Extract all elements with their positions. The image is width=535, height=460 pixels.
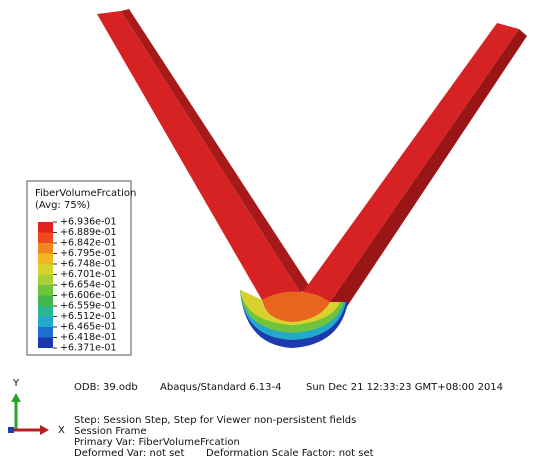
- legend-bands: +6.936e-01+6.889e-01+6.842e-01+6.795e-01…: [38, 217, 117, 354]
- date: Sun Dec 21 12:33:23 GMT+08:00 2014: [306, 382, 503, 393]
- frame: Session Frame: [74, 426, 147, 437]
- page: {"legend": {"title": "FiberVolumeFrcatio…: [0, 0, 535, 460]
- triad: Y X: [8, 378, 65, 436]
- model: [97, 9, 527, 348]
- legend-band: [38, 285, 53, 296]
- legend-level: +6.936e-01: [60, 217, 117, 228]
- legend-band: [38, 306, 53, 317]
- legend-level: +6.748e-01: [60, 259, 117, 270]
- x-arrow-head: [40, 425, 49, 435]
- legend-band: [38, 222, 53, 233]
- scale-factor: Deformation Scale Factor: not set: [206, 448, 374, 459]
- legend-band: [38, 264, 53, 275]
- legend-band: [38, 254, 53, 265]
- triad-y: Y: [12, 378, 20, 389]
- legend-level: +6.371e-01: [60, 343, 117, 354]
- triad-x: X: [58, 425, 65, 436]
- legend-title: FiberVolumeFrcation: [35, 188, 136, 199]
- legend-band: [38, 275, 53, 286]
- primary-var: Primary Var: FiberVolumeFrcation: [74, 437, 240, 448]
- legend-level: +6.465e-01: [60, 322, 117, 333]
- legend-level: +6.701e-01: [60, 269, 117, 280]
- solver: Abaqus/Standard 6.13-4: [160, 382, 282, 393]
- legend-level: +6.606e-01: [60, 290, 117, 301]
- y-arrow-head: [11, 393, 21, 402]
- legend-level: +6.842e-01: [60, 238, 117, 249]
- legend-level: +6.418e-01: [60, 332, 117, 343]
- legend-band: [38, 296, 53, 307]
- info: ODB: 39.odb Abaqus/Standard 6.13-4 Sun D…: [74, 382, 503, 459]
- legend-level: +6.795e-01: [60, 248, 117, 259]
- legend-level: +6.559e-01: [60, 301, 117, 312]
- right-arm: [300, 23, 519, 302]
- legend-level: +6.654e-01: [60, 280, 117, 291]
- legend-band: [38, 243, 53, 254]
- legend-level: +6.889e-01: [60, 227, 117, 238]
- legend-subtitle: (Avg: 75%): [35, 200, 90, 211]
- right-arm-side: [330, 29, 527, 308]
- deformed-var: Deformed Var: not set: [74, 448, 184, 459]
- legend-band: [38, 317, 53, 328]
- step: Step: Session Step, Step for Viewer non-…: [74, 415, 356, 426]
- odb: ODB: 39.odb: [74, 382, 138, 393]
- legend-band: [38, 327, 53, 338]
- legend: FiberVolumeFrcation (Avg: 75%) +6.936e-0…: [27, 181, 136, 355]
- z-marker: [8, 427, 14, 433]
- viewport: FiberVolumeFrcation (Avg: 75%) +6.936e-0…: [0, 0, 535, 460]
- legend-level: +6.512e-01: [60, 311, 117, 322]
- legend-band: [38, 233, 53, 244]
- left-arm-side: [121, 9, 312, 292]
- legend-band: [38, 338, 53, 349]
